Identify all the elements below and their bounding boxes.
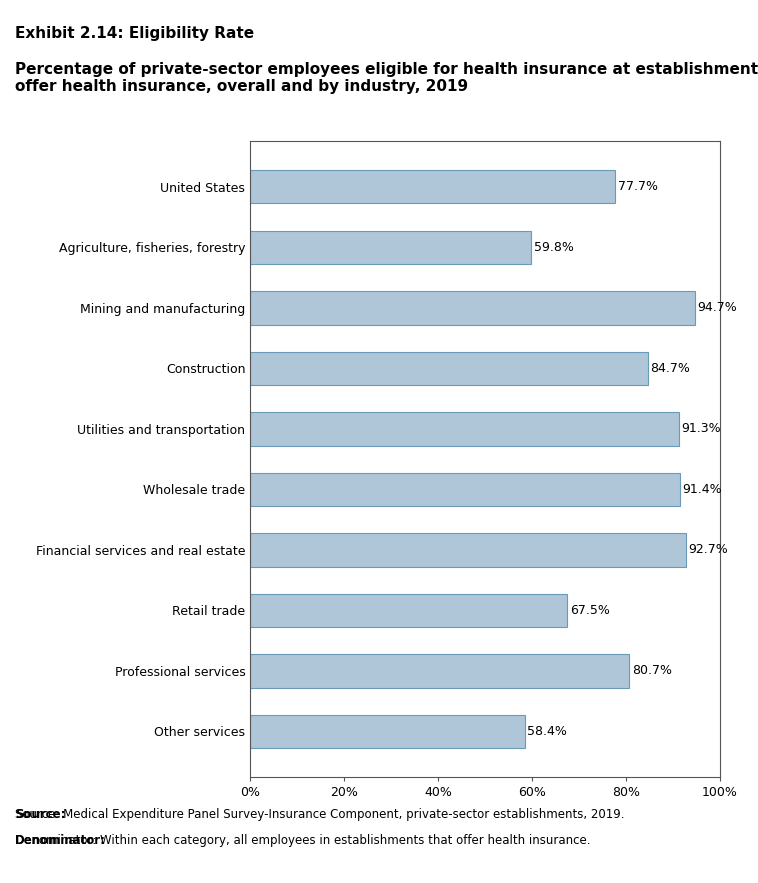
Bar: [250, 533, 686, 567]
Text: 92.7%: 92.7%: [688, 543, 728, 556]
Bar: [250, 291, 695, 325]
Text: 58.4%: 58.4%: [527, 725, 567, 738]
Bar: [250, 412, 679, 446]
Text: Percentage of private-sector employees eligible for health insurance at establis: Percentage of private-sector employees e…: [15, 62, 758, 94]
Text: 94.7%: 94.7%: [697, 301, 738, 314]
Text: 59.8%: 59.8%: [534, 241, 573, 253]
Bar: [250, 170, 615, 203]
Text: Source: Medical Expenditure Panel Survey-Insurance Component, private-sector est: Source: Medical Expenditure Panel Survey…: [15, 808, 625, 821]
Bar: [250, 654, 629, 688]
Bar: [250, 230, 531, 264]
Text: 91.4%: 91.4%: [682, 483, 722, 496]
Text: Source:: Source:: [15, 808, 66, 821]
Text: 67.5%: 67.5%: [570, 604, 609, 617]
Text: 80.7%: 80.7%: [631, 665, 672, 677]
Text: Exhibit 2.14: Eligibility Rate: Exhibit 2.14: Eligibility Rate: [15, 26, 254, 42]
Bar: [250, 351, 648, 385]
Bar: [250, 472, 680, 506]
Text: 84.7%: 84.7%: [650, 362, 691, 375]
Text: Denominator: Within each category, all employees in establishments that offer he: Denominator: Within each category, all e…: [15, 834, 590, 848]
Bar: [250, 715, 525, 748]
Text: 77.7%: 77.7%: [618, 180, 658, 193]
Bar: [250, 593, 567, 627]
Text: 91.3%: 91.3%: [681, 422, 721, 435]
Text: Denominator:: Denominator:: [15, 834, 106, 848]
